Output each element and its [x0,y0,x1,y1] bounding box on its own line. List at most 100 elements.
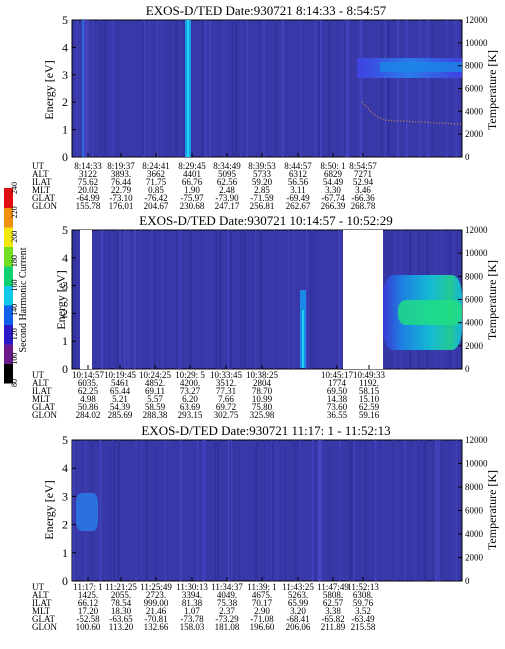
spectrogram-noise [223,20,225,157]
spectrogram-noise [149,20,151,157]
orbit-value: 56.56 [288,177,309,187]
spectrogram-noise [87,20,90,157]
spectrogram-noise [175,230,178,369]
colorbar: 80 100 120 140 160 180 200 220 240 Second Harmon… [4,182,29,387]
orbit-value: 11:34:37 [211,582,243,592]
orbit-value: 3.46 [355,185,371,195]
spectrogram-noise [217,230,218,369]
spectrogram-noise [236,20,237,157]
spectrogram-noise [292,230,295,369]
orbit-value: 7.66 [218,394,234,404]
y2-tick-label: 4000 [465,529,484,539]
spectrogram-noise [152,230,155,369]
y-tick-label: 5 [62,13,68,27]
spectrogram-noise [270,440,272,581]
orbit-value: 8:44:57 [284,161,312,171]
orbit-value: 50.86 [78,402,99,412]
colorbar-swatch [4,363,13,384]
orbit-row-label: ILAT [32,598,52,608]
orbit-value: 14.38 [327,394,348,404]
spectrogram-noise [178,20,180,157]
spectrogram-noise [229,230,231,369]
orbit-value: -52.58 [76,614,100,624]
spectrogram-noise [215,230,218,369]
orbit-value: 5461 [111,378,129,388]
spectrogram-noise [177,20,179,157]
panel-2-ylabel: Energy [eV] [54,270,68,329]
spectrogram-noise [285,440,286,581]
spectrogram-noise [92,20,94,157]
y-tick-label: 1 [62,334,68,348]
spectrogram-noise [274,230,276,369]
orbit-value: 65.99 [288,598,309,608]
panel-2-energy-blob-core [398,300,462,325]
orbit-value: 206.06 [286,622,311,632]
orbit-value: 288.38 [143,410,168,420]
orbit-value: 52.94 [353,177,374,187]
orbit-value: 3.20 [290,606,306,616]
orbit-value: 4.98 [80,394,96,404]
spectrogram-noise [139,230,141,369]
spectrogram-noise [348,20,351,157]
spectrogram-noise [418,20,421,157]
spectrogram-noise [99,440,102,581]
orbit-value: 293.15 [178,410,203,420]
orbit-value: 176.01 [109,201,134,211]
orbit-value: 1.90 [184,185,200,195]
orbit-value: 77.31 [216,386,236,396]
orbit-value: 59.76 [353,598,374,608]
orbit-value: 2.37 [219,606,235,616]
spectrogram-noise [219,230,222,369]
y-tick-label: 0 [62,362,68,376]
orbit-row-label: ALT [32,590,49,600]
y-tick-label: 4 [62,40,68,54]
orbit-value: 3122 [79,169,97,179]
orbit-value: 11:52:13 [347,582,379,592]
orbit-value: -63.65 [109,614,133,624]
orbit-value: 6312 [289,169,307,179]
spectrogram-noise [154,440,156,581]
colorbar-swatch [4,188,13,208]
orbit-value: 73.60 [327,402,348,412]
spectrogram-noise [298,440,301,581]
colorbar-tick-label: 240 [10,182,19,194]
spectrogram-noise [110,440,111,581]
orbit-value: 54.49 [323,177,344,187]
orbit-value: 999.00 [144,598,169,608]
colorbar-swatch [4,207,13,228]
spectrogram-noise [311,230,313,369]
spectrogram-noise [292,20,294,157]
orbit-value: -73.78 [180,614,204,624]
spectrogram-noise [440,440,442,581]
orbit-value: 71.75 [146,177,167,187]
y-tick-label: 1 [62,123,68,137]
orbit-value: 132.66 [144,622,169,632]
spectrogram-noise [201,440,204,581]
orbit-value: 10:38:25 [246,370,279,380]
spectrogram-noise [252,230,254,369]
spectrogram-noise [339,230,341,369]
spectrogram-noise [409,440,411,581]
spectrogram-noise [117,440,120,581]
colorbar-swatch [4,227,13,247]
colorbar-swatch [4,266,13,286]
y2-tick-label: 4000 [465,106,484,116]
orbit-value: -68.41 [286,614,309,624]
spectrogram-noise [260,230,262,369]
orbit-value: 215.58 [351,622,376,632]
spectrogram-noise [227,230,229,369]
y2-tick-label: 2000 [465,553,484,563]
orbit-value: 262.67 [286,201,311,211]
spectrogram-noise [305,230,308,369]
orbit-value: 247.17 [215,201,240,211]
y2-tick-label: 8000 [465,271,484,281]
spectrogram-noise [240,230,242,369]
spectrogram-noise [74,230,75,369]
spectrogram-noise [314,440,317,581]
orbit-value: 181.08 [215,622,240,632]
panel-3-ylabel: Energy [eV] [42,480,56,539]
spectrogram-noise [179,440,182,581]
y-tick-label: 3 [62,489,68,503]
orbit-value: 66.12 [78,598,98,608]
spectrogram-noise [100,20,102,157]
